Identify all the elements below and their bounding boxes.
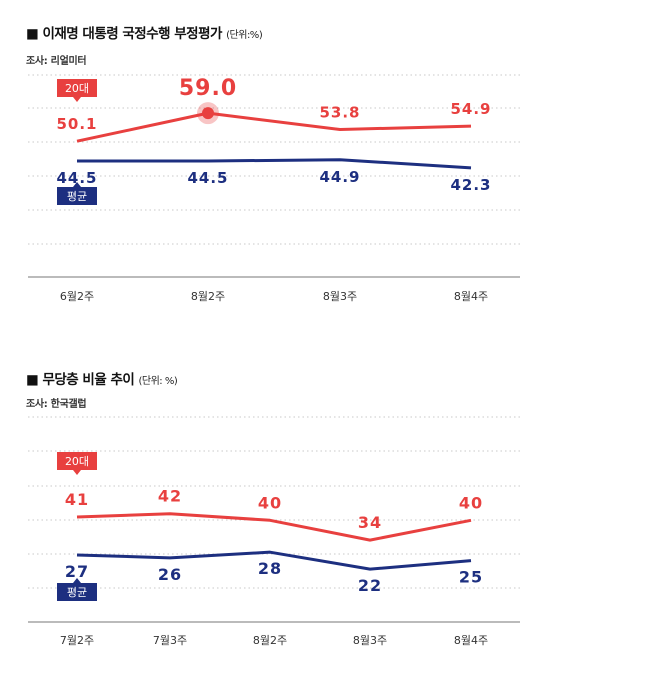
data-label: 44.9 <box>319 168 360 186</box>
data-label: 44.5 <box>56 169 97 187</box>
x-tick-label: 8월2주 <box>253 634 287 647</box>
data-label: 27 <box>65 562 89 581</box>
chart2-source: 조사: 한국갤럽 <box>26 399 87 410</box>
legend-label: 20대 <box>65 82 89 95</box>
series-line-20s <box>76 512 472 542</box>
chart1-source: 조사: 리얼미터 <box>26 56 87 67</box>
data-label: 40 <box>258 493 282 512</box>
data-label: 50.1 <box>56 115 97 133</box>
legend-tag-box <box>57 452 97 470</box>
data-label: 28 <box>258 559 282 578</box>
data-label: 22 <box>358 576 382 595</box>
x-tick-label: 8월3주 <box>353 634 387 647</box>
x-tick-label: 8월2주 <box>191 290 225 303</box>
chart2-title-text: ■ 무당층 비율 추이 <box>26 372 135 388</box>
x-tick-label: 6월2주 <box>60 290 94 303</box>
chart2-unit: (단위: %) <box>138 376 178 387</box>
legend-tag-pointer <box>73 97 81 102</box>
x-tick-label: 8월3주 <box>323 290 357 303</box>
series-line-20s <box>76 111 472 143</box>
data-label: 54.9 <box>450 100 491 118</box>
chart1-title: ■ 이재명 대통령 국정수행 부정평가 (단위:%) <box>26 22 263 42</box>
data-label: 40 <box>459 493 483 512</box>
series-line-average <box>76 550 472 571</box>
legend-label: 평균 <box>67 586 87 599</box>
legend-tag-pointer <box>73 182 81 187</box>
data-label: 44.5 <box>187 169 228 187</box>
data-label: 26 <box>158 565 182 584</box>
legend-tag-20s: 20대 <box>57 452 97 475</box>
data-label: 34 <box>358 513 382 532</box>
legend-tag-average: 평균 <box>57 182 97 205</box>
chart1-title-text: ■ 이재명 대통령 국정수행 부정평가 <box>26 26 222 42</box>
legend-tag-pointer <box>73 470 81 475</box>
legend-tag-box <box>57 79 97 97</box>
data-label: 53.8 <box>319 104 360 122</box>
data-label: 42.3 <box>450 176 491 194</box>
x-tick-label: 8월4주 <box>454 634 488 647</box>
x-tick-label: 7월2주 <box>60 634 94 647</box>
data-label: 42 <box>158 487 182 506</box>
legend-tag-20s: 20대 <box>57 79 97 102</box>
data-label: 25 <box>459 568 483 587</box>
x-tick-label: 8월4주 <box>454 290 488 303</box>
series-line-average <box>77 158 472 170</box>
legend-tag-box <box>57 583 97 601</box>
data-label: 41 <box>65 490 89 509</box>
legend-tag-pointer <box>73 578 81 583</box>
legend-label: 평균 <box>67 190 87 203</box>
chart1-unit: (단위:%) <box>226 30 263 41</box>
chart2-title: ■ 무당층 비율 추이 (단위: %) <box>26 368 178 388</box>
data-label: 59.0 <box>179 76 237 101</box>
legend-tag-box <box>57 187 97 205</box>
highlight-point <box>202 107 214 120</box>
legend-label: 20대 <box>65 455 89 468</box>
legend-tag-average: 평균 <box>57 578 97 601</box>
x-tick-label: 7월3주 <box>153 634 187 647</box>
